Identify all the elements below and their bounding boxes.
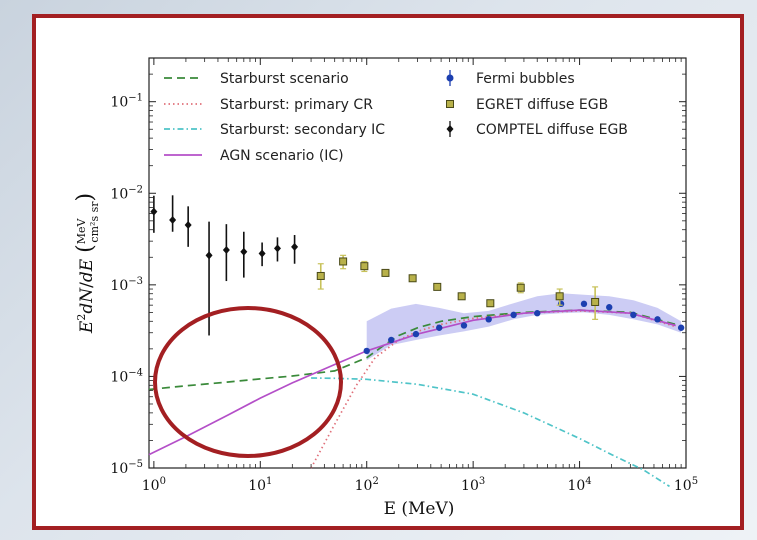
y-tick-label: 10−3 [110, 276, 143, 294]
x-tick-label: 100 [142, 476, 166, 494]
comptel-diffuse-egb-legend-label: COMPTEL diffuse EGB [476, 122, 628, 138]
egret-diffuse-egb-point [360, 262, 369, 271]
chart-frame: 100 101 102 103 104 105 10−5 10−4 10−3 10−2 10−1 E… [32, 14, 744, 530]
egret-diffuse-egb-point [591, 297, 600, 306]
x-axis-label: E (MeV) [384, 499, 455, 519]
starburst-primary-cr-line [310, 310, 676, 469]
fermi-bubbles-legend-swatch [446, 74, 454, 82]
legend: Starburst scenario Starburst: primary CR S… [164, 70, 628, 164]
axis-ticks-layer [149, 58, 687, 469]
comptel-diffuse-egb-point [169, 216, 177, 225]
egret-diffuse-egb-point [516, 283, 525, 292]
svg-text:E2dN/dE(MeVcm²s sr): E2dN/dE(MeVcm²s sr) [73, 193, 101, 334]
y-axis-label: E2dN/dE(MeVcm²s sr) [73, 193, 101, 334]
y-tick-label: 10−4 [110, 367, 143, 385]
comptel-diffuse-egb-point [273, 244, 281, 253]
y-tick-label: 10−1 [110, 93, 143, 111]
fermi-bubbles-legend-label: Fermi bubbles [476, 71, 575, 87]
egret-diffuse-egb-point [486, 299, 495, 308]
fermi-bubbles-point [677, 324, 685, 331]
x-tick-label: 103 [461, 476, 485, 494]
comptel-diffuse-egb-point [222, 246, 230, 255]
egret-diffuse-egb-legend-swatch [446, 100, 454, 108]
chart-svg: 100 101 102 103 104 105 10−5 10−4 10−3 10−2 10−1 E… [73, 57, 698, 519]
fermi-bubbles-band [366, 293, 682, 361]
plot-frame [148, 57, 687, 469]
fermi-bubbles-point [363, 347, 370, 355]
model-lines-layer [148, 309, 676, 488]
fermi-band-layer [366, 293, 682, 361]
fermi-bubbles-point [557, 300, 565, 308]
comptel-diffuse-egb-point [258, 249, 266, 258]
y-tick-label: 10−5 [110, 459, 143, 477]
egret-diffuse-egb-point [339, 257, 348, 266]
comptel-diffuse-egb-point [205, 251, 213, 260]
egret-diffuse-egb-point [433, 282, 442, 291]
agn-scenario-ic-legend-label: AGN scenario (IC) [220, 148, 344, 164]
starburst-secondary-ic-legend-label: Starburst: secondary IC [220, 122, 385, 138]
x-tick-label: 102 [355, 476, 379, 494]
egret-diffuse-egb-point [457, 292, 466, 301]
axis-tick-labels-layer: 100 101 102 103 104 105 10−5 10−4 10−3 10−2 10−1 [110, 93, 698, 494]
egret-diffuse-egb-point [381, 268, 390, 277]
fermi-bubbles-point [485, 316, 492, 323]
y-tick-label: 10−2 [110, 184, 143, 202]
comptel-diffuse-egb-point [240, 247, 248, 256]
egret-diffuse-egb-point [316, 271, 325, 280]
fermi-bubbles-point [630, 311, 637, 319]
egret-diffuse-egb-point [555, 292, 564, 301]
comptel-diffuse-egb-legend-swatch [446, 125, 454, 133]
x-tick-label: 105 [674, 476, 698, 494]
comptel-diffuse-egb-point [184, 221, 192, 230]
fermi-bubbles-point [654, 316, 661, 323]
fermi-bubbles-point [388, 336, 395, 344]
fermi-bubbles-point [534, 310, 541, 317]
fermi-bubbles-point [580, 300, 588, 308]
highlight-ellipse [153, 306, 343, 458]
fermi-bubbles-point [460, 322, 468, 329]
starburst-primary-cr-legend-label: Starburst: primary CR [220, 97, 373, 113]
x-tick-label: 101 [248, 476, 272, 494]
egret-diffuse-egb-point [408, 274, 417, 283]
fermi-bubbles-point [510, 311, 517, 319]
x-tick-label: 104 [567, 476, 591, 494]
comptel-diffuse-egb-point [150, 207, 158, 216]
fermi-bubbles-point [436, 324, 443, 331]
fermi-bubbles-point [412, 330, 420, 338]
fermi-bubbles-point [606, 304, 613, 311]
starburst-secondary-ic-line [311, 377, 670, 488]
comptel-diffuse-egb-point [291, 242, 299, 251]
egret-diffuse-egb-legend-label: EGRET diffuse EGB [476, 97, 608, 113]
starburst-scenario-legend-label: Starburst scenario [220, 71, 349, 87]
